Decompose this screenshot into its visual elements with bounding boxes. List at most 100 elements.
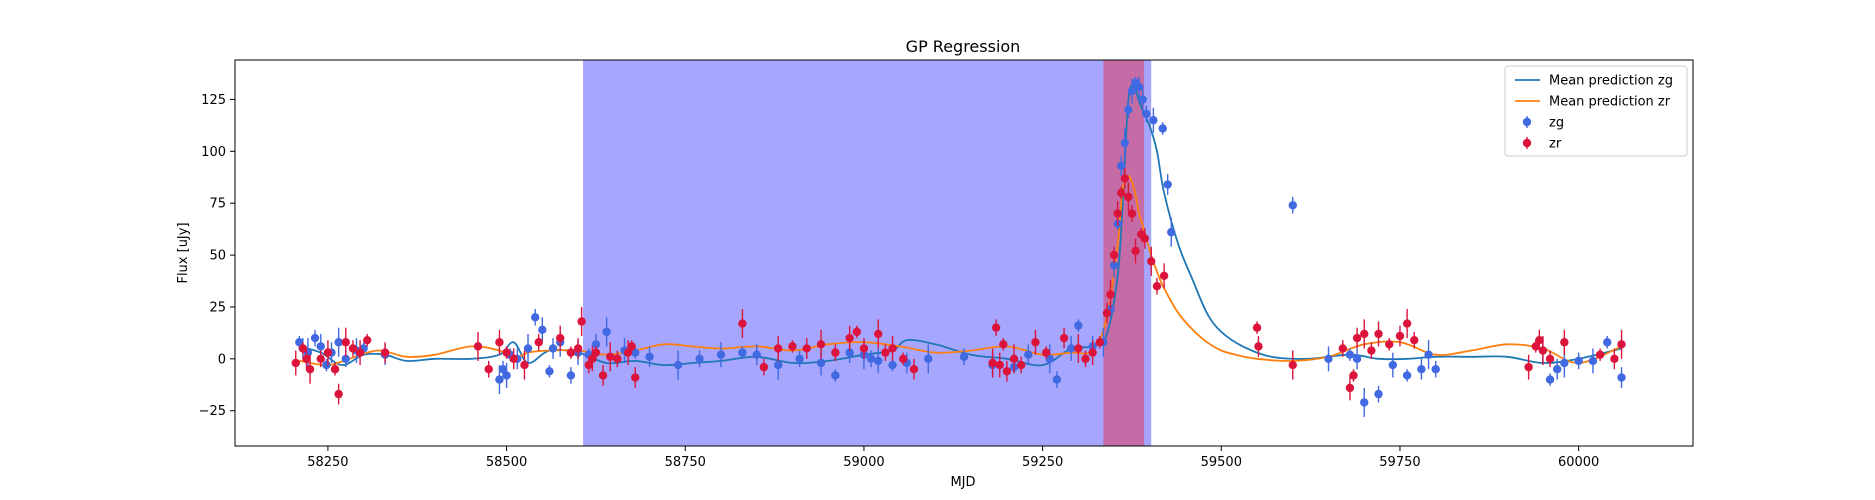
data-point-zr [292, 359, 300, 367]
data-point-zr [803, 344, 811, 352]
data-point-zg [317, 342, 325, 350]
data-point-zr [1124, 193, 1132, 201]
data-point-zg [1560, 359, 1568, 367]
data-point-zr [631, 373, 639, 381]
data-point-zr [577, 317, 585, 325]
data-point-zr [1617, 340, 1625, 348]
x-tick-label: 59750 [1379, 455, 1420, 470]
data-point-zg [1603, 338, 1611, 346]
data-point-zr [988, 359, 996, 367]
data-point-zr [1141, 234, 1149, 242]
data-point-zr [888, 344, 896, 352]
data-point-zg [1389, 361, 1397, 369]
y-tick-label: 125 [201, 93, 226, 108]
data-point-zr [317, 355, 325, 363]
data-point-zr [306, 365, 314, 373]
data-point-zg [1163, 180, 1171, 188]
x-tick-label: 59250 [1022, 455, 1063, 470]
data-point-zr [1110, 251, 1118, 259]
data-point-zg [549, 344, 557, 352]
data-point-zr [567, 348, 575, 356]
x-tick-label: 58250 [307, 455, 348, 470]
chart-legend: Mean prediction zg Mean prediction zr zg zr [1505, 66, 1687, 156]
data-point-zr [1131, 247, 1139, 255]
y-tick-label: 50 [209, 249, 226, 264]
data-point-zr [1010, 355, 1018, 363]
data-point-zg [531, 313, 539, 321]
data-point-zg [867, 355, 875, 363]
data-point-zg [924, 355, 932, 363]
data-point-zg [674, 361, 682, 369]
data-point-zr [996, 361, 1004, 369]
data-point-zr [1031, 338, 1039, 346]
data-point-zr [1147, 257, 1155, 265]
data-point-zr [510, 355, 518, 363]
data-point-zr [1346, 384, 1354, 392]
x-tick-label: 58500 [486, 455, 527, 470]
data-point-zr [381, 348, 389, 356]
legend-label: Mean prediction zr [1549, 95, 1671, 110]
data-point-zg [1149, 116, 1157, 124]
data-point-zg [1124, 106, 1132, 114]
data-point-zr [831, 348, 839, 356]
data-point-zr [1396, 332, 1404, 340]
data-point-zr [1349, 371, 1357, 379]
data-point-zr [1103, 309, 1111, 317]
data-point-zg [1353, 355, 1361, 363]
data-point-zr [1128, 209, 1136, 217]
data-point-zr [356, 348, 364, 356]
data-point-zr [1153, 282, 1161, 290]
data-point-zr [363, 336, 371, 344]
data-point-zg [960, 353, 968, 361]
data-point-zr [1539, 346, 1547, 354]
data-point-zg [738, 348, 746, 356]
data-point-zr [1096, 338, 1104, 346]
data-point-zr [999, 340, 1007, 348]
data-point-zg [1424, 350, 1432, 358]
data-point-zr [1374, 330, 1382, 338]
legend-marker-swatch [1523, 139, 1531, 147]
data-point-zg [1403, 371, 1411, 379]
data-point-zg [1121, 139, 1129, 147]
x-tick-label: 59000 [843, 455, 884, 470]
x-tick-label: 59500 [1201, 455, 1242, 470]
data-point-zr [788, 342, 796, 350]
data-point-zr [474, 342, 482, 350]
data-point-zg [1546, 375, 1554, 383]
legend-label: Mean prediction zg [1549, 74, 1673, 89]
data-point-zr [574, 344, 582, 352]
legend-label: zg [1549, 116, 1564, 131]
data-point-zg [1574, 357, 1582, 365]
data-point-zg [1053, 375, 1061, 383]
data-point-zg [545, 367, 553, 375]
data-point-zr [556, 334, 564, 342]
data-point-zr [1596, 350, 1604, 358]
data-point-zr [485, 365, 493, 373]
data-point-zr [342, 338, 350, 346]
data-point-zr [1113, 209, 1121, 217]
data-point-zr [1410, 336, 1418, 344]
data-point-zr [331, 365, 339, 373]
data-point-zr [817, 340, 825, 348]
data-point-zg [1289, 201, 1297, 209]
data-point-zr [592, 348, 600, 356]
x-tick-label: 60000 [1558, 455, 1599, 470]
y-tick-label: −25 [199, 404, 226, 419]
y-tick-label: 100 [201, 145, 226, 160]
data-point-zr [1403, 319, 1411, 327]
x-tick-label: 58750 [665, 455, 706, 470]
data-point-zr [1042, 348, 1050, 356]
data-point-zg [1074, 321, 1082, 329]
data-point-zg [795, 355, 803, 363]
data-point-zr [881, 348, 889, 356]
y-tick-label: 0 [218, 352, 226, 367]
data-point-zg [717, 350, 725, 358]
data-point-zr [1524, 363, 1532, 371]
data-point-zr [1121, 174, 1129, 182]
data-point-zg [1617, 373, 1625, 381]
data-point-zr [627, 342, 635, 350]
data-point-zr [1254, 342, 1262, 350]
data-point-zr [874, 330, 882, 338]
data-point-zg [1142, 110, 1150, 118]
data-point-zr [1610, 355, 1618, 363]
